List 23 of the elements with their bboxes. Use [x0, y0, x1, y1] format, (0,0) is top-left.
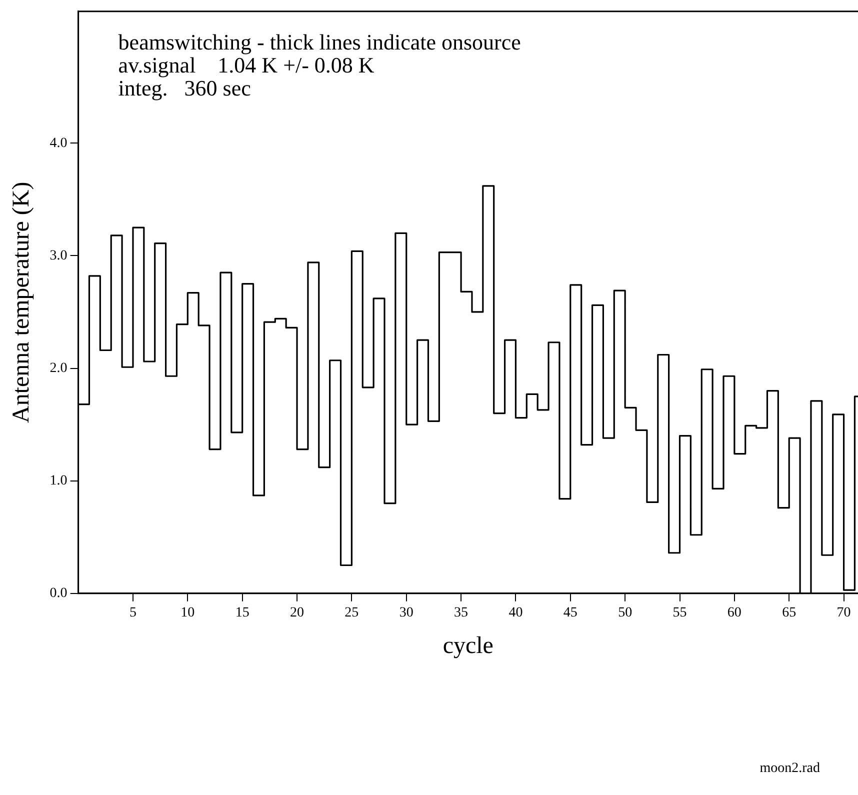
x-tick-label: 20: [290, 605, 304, 620]
x-tick-label: 15: [235, 605, 250, 620]
x-tick-label: 30: [399, 605, 414, 620]
x-tick-label: 55: [672, 605, 687, 620]
x-tick-label: 45: [563, 605, 578, 620]
x-tick-label: 60: [727, 605, 742, 620]
x-axis-title: cycle: [442, 632, 494, 659]
y-tick-label: 1.0: [50, 474, 68, 488]
x-tick-label: 10: [180, 605, 195, 620]
y-tick-label: 0.0: [50, 586, 68, 602]
x-tick-label: 25: [344, 605, 359, 620]
y-tick-label: 3.0: [50, 248, 68, 264]
y-tick-label: 2.0: [50, 360, 68, 376]
x-tick-label: 70: [836, 605, 851, 620]
x-tick-label: 5: [129, 605, 136, 620]
x-tick-label: 50: [618, 605, 632, 620]
x-tick-label: 40: [508, 605, 523, 620]
y-axis-title: Antenna temperature (K): [8, 182, 35, 424]
annotation: beamswitching - thick lines indicate onsource: [118, 29, 521, 54]
x-tick-label: 35: [454, 605, 468, 620]
text: moon2.rad: [760, 761, 820, 776]
y-tick-label: 4.0: [50, 136, 68, 151]
x-tick-label: 65: [782, 605, 796, 620]
